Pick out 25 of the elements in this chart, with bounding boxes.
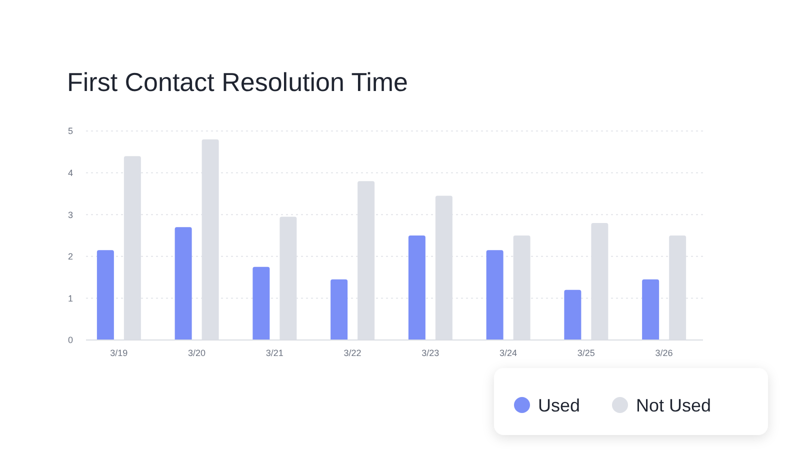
x-tick-label: 3/20 — [188, 348, 206, 358]
bar — [174, 227, 192, 340]
legend-label: Not Used — [636, 395, 712, 416]
y-tick-label: 4 — [68, 168, 73, 178]
bar — [408, 236, 426, 340]
x-tick-label: 3/19 — [110, 348, 128, 358]
x-tick-label: 3/23 — [422, 348, 440, 358]
chart-title: First Contact Resolution Time — [67, 67, 408, 97]
bar — [486, 250, 504, 340]
x-tick-label: 3/26 — [655, 348, 673, 358]
y-tick-label: 1 — [68, 293, 73, 304]
bar — [642, 279, 660, 340]
x-tick-label: 3/22 — [344, 348, 362, 358]
y-tick-label: 0 — [68, 335, 73, 346]
bar — [564, 290, 582, 340]
bar — [96, 250, 114, 340]
x-tick-label: 3/21 — [266, 348, 284, 358]
y-tick-label: 2 — [68, 252, 73, 262]
y-tick-label: 5 — [68, 126, 73, 136]
x-tick-label: 3/24 — [500, 348, 518, 358]
bar — [330, 279, 348, 340]
y-tick-label: 3 — [68, 210, 73, 220]
legend-label: Used — [538, 395, 580, 416]
x-tick-label: 3/25 — [577, 348, 595, 358]
bar — [252, 266, 270, 340]
